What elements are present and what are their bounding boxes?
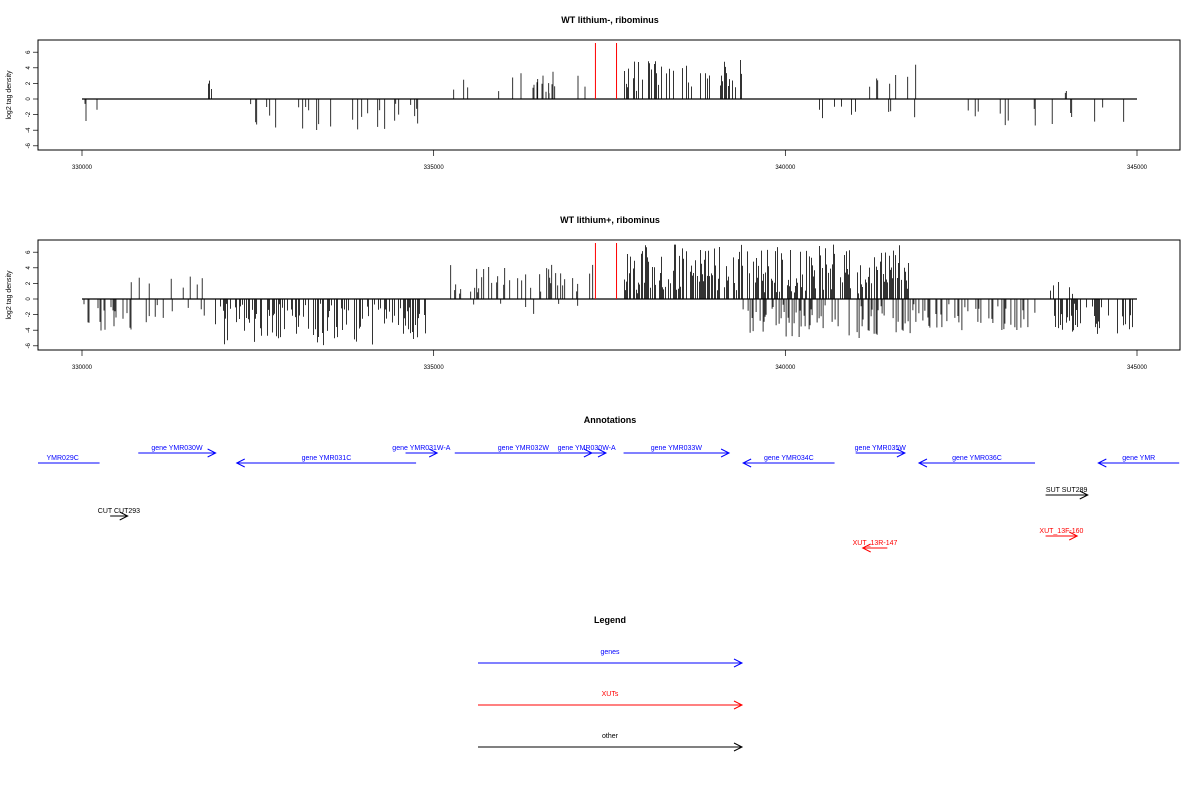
feature-label: XUT_13R-147 xyxy=(853,540,898,547)
feature-gene: gene YMR036C xyxy=(917,455,1036,468)
y-tick-label: 2 xyxy=(26,81,32,85)
y-tick-label: 0 xyxy=(26,97,32,101)
arrow-head xyxy=(742,458,752,468)
feature-label: gene YMR032W xyxy=(498,445,550,452)
feature-label: gene YMR034C xyxy=(764,455,814,462)
feature-label: SUT SUT289 xyxy=(1046,487,1088,494)
arrow-head xyxy=(861,543,871,553)
coverage-panel-lithium-plus: WT lithium+, ribominus log2 tag density … xyxy=(6,215,1181,371)
legend-title: Legend xyxy=(594,615,626,625)
x-tick-label: 340000 xyxy=(775,165,796,171)
feature-xut: XUT_13R-147 xyxy=(853,540,898,553)
feature-label: gene YMR xyxy=(1122,455,1155,462)
feature-gene: gene YMR035W xyxy=(855,445,907,458)
panel-title: WT lithium-, ribominus xyxy=(561,15,659,25)
arrow-head xyxy=(1097,458,1107,468)
y-tick-label: 4 xyxy=(26,265,32,269)
x-tick-label: 330000 xyxy=(72,365,93,371)
y-axis-label: log2 tag density xyxy=(6,270,13,320)
arrow-head xyxy=(597,448,608,458)
arrow-head xyxy=(207,448,217,458)
marker-lines xyxy=(594,43,618,99)
feature-gene: gene YMR xyxy=(1097,455,1180,468)
panel-title: WT lithium+, ribominus xyxy=(560,215,660,225)
feature-label: gene YMR030W xyxy=(151,445,203,452)
feature-label: gene YMR031C xyxy=(302,455,352,462)
arrow-head xyxy=(896,448,907,458)
arrow-head xyxy=(917,458,928,468)
legend-item: XUTs xyxy=(478,691,744,710)
x-tick-label: 335000 xyxy=(424,365,445,371)
feature-label: gene YMR030W-A xyxy=(558,445,616,452)
plot-frame xyxy=(37,239,1181,351)
feature-label: gene YMR035W xyxy=(855,445,907,452)
arrow-head xyxy=(26,459,34,467)
feature-arrows: YMR029C gene YMR030W gene YMR031C gene YMR0… xyxy=(26,445,1180,553)
feature-label: gene YMR031W-A xyxy=(392,445,450,452)
axes: 330000 335000 340000 345000 6 4 2 0 -2 -4 -6 xyxy=(26,50,1148,171)
feature-label: gene YMR033W xyxy=(651,445,703,452)
legend-item: other xyxy=(478,733,744,752)
y-tick-label: -4 xyxy=(26,327,32,333)
marker-lines xyxy=(594,243,618,299)
arrow-head xyxy=(1068,531,1079,541)
coverage-bars xyxy=(82,60,1137,130)
feature-gene: gene YMR030W xyxy=(138,445,217,458)
x-tick-label: 345000 xyxy=(1127,365,1148,371)
legend-label: genes xyxy=(600,649,620,656)
legend-arrow-head xyxy=(733,742,744,752)
feature-label: XUT_13F-160 xyxy=(1039,528,1083,535)
arrow-head xyxy=(1079,490,1089,500)
legend-label: XUTs xyxy=(602,691,619,698)
x-tick-label: 345000 xyxy=(1127,165,1148,171)
y-tick-label: -2 xyxy=(26,111,32,117)
arrow-head xyxy=(720,448,731,458)
annotations-title: Annotations xyxy=(584,415,637,425)
arrow-head xyxy=(428,448,439,458)
feature-other: SUT SUT289 xyxy=(1045,487,1089,500)
feature-label: CUT CUT293 xyxy=(98,508,140,515)
y-tick-label: -2 xyxy=(26,311,32,317)
arrow-head xyxy=(119,511,129,521)
coverage-panel-lithium-minus: WT lithium-, ribominus log2 tag density … xyxy=(6,15,1181,171)
annotations-track: Annotations YMR029C gene YMR030W gene YMR0… xyxy=(26,415,1180,553)
y-tick-label: 6 xyxy=(26,250,32,254)
legend-label: other xyxy=(602,733,619,740)
x-tick-label: 330000 xyxy=(72,165,93,171)
y-tick-label: 2 xyxy=(26,281,32,285)
legend-item: genes xyxy=(478,649,744,668)
y-tick-label: 6 xyxy=(26,50,32,54)
y-tick-label: -6 xyxy=(26,142,32,148)
legend: Legend genes XUTs other xyxy=(478,615,744,752)
feature-gene: gene YMR033W xyxy=(623,445,731,458)
feature-label: gene YMR036C xyxy=(952,455,1002,462)
x-tick-label: 335000 xyxy=(424,165,445,171)
legend-items: genes XUTs other xyxy=(478,649,744,752)
axes: 330000 335000 340000 345000 6 4 2 0 -2 -4 -6 xyxy=(26,250,1148,371)
arrow-head xyxy=(235,458,245,468)
feature-gene: gene YMR031C xyxy=(235,455,417,468)
y-axis-label: log2 tag density xyxy=(6,70,13,120)
feature-xut: XUT_13F-160 xyxy=(1039,528,1083,541)
y-tick-label: -4 xyxy=(26,127,32,133)
y-tick-label: 0 xyxy=(26,297,32,301)
x-tick-label: 340000 xyxy=(775,365,796,371)
feature-label: YMR029C xyxy=(47,455,79,462)
feature-gene: gene YMR031W-A xyxy=(392,445,451,458)
y-tick-label: 4 xyxy=(26,65,32,69)
feature-gene: YMR029C xyxy=(26,455,100,467)
feature-gene: gene YMR030W-A xyxy=(558,445,616,458)
feature-gene: gene YMR034C xyxy=(742,455,835,468)
y-tick-label: -6 xyxy=(26,342,32,348)
feature-other: CUT CUT293 xyxy=(98,508,140,521)
coverage-bars xyxy=(82,244,1137,346)
legend-arrow-head xyxy=(733,700,744,710)
legend-arrow-head xyxy=(733,658,744,668)
